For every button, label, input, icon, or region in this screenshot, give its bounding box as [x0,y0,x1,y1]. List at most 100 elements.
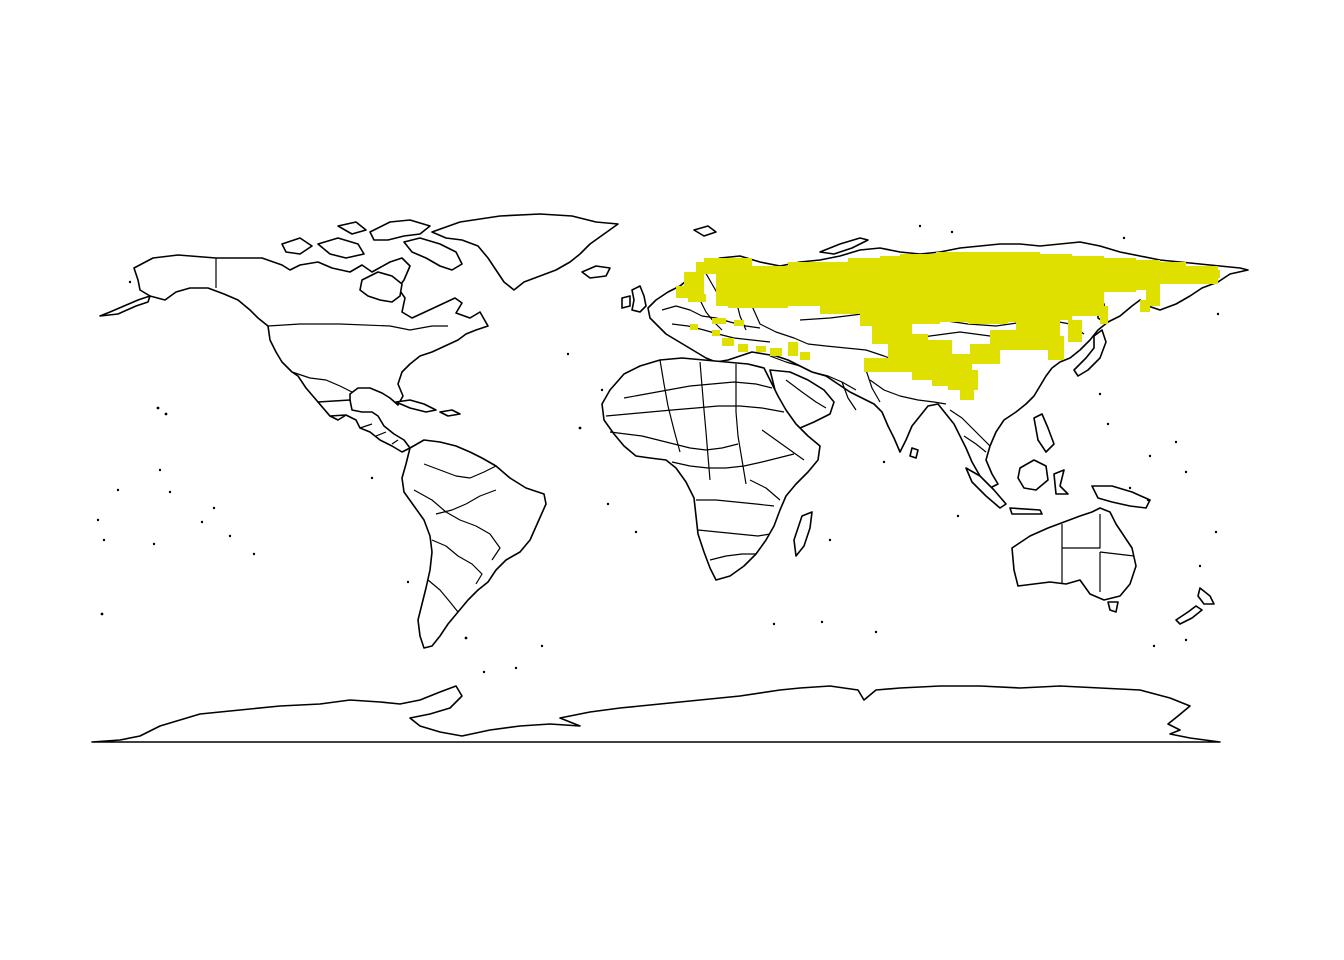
island-novaya-zemlya [819,237,869,255]
island-new-zealand-north [1197,587,1215,605]
island-dot [482,670,486,674]
border-africa-vertical-3 [735,364,747,485]
island-dot [96,518,100,522]
island-cuba [395,399,437,413]
range-cell [712,330,720,336]
border-africa-east [749,429,805,501]
island-dot [156,406,160,410]
island-great-britain [631,285,647,313]
range-cell [990,330,1020,350]
landmass-south-america [401,439,547,649]
hudson-bay [359,271,403,303]
island-dot [514,666,518,670]
island-dot [600,388,604,392]
border-us-mexico [291,371,353,393]
small-islands [96,224,1220,674]
island-new-guinea [1091,485,1151,509]
border-us-canada [267,323,448,331]
island-dot [1148,454,1152,458]
island-dot [772,622,776,626]
landmass-north-america [133,254,489,421]
island-dot [102,538,106,542]
island-dot [164,412,168,416]
border-iran-afghanistan [841,369,881,411]
island-iceland [581,265,611,279]
border-africa-south-3 [709,553,756,561]
island-dot [820,620,824,624]
island-dot [116,488,120,492]
range-cell [960,384,974,400]
border-africa-north [623,381,773,399]
island-hispaniola [439,409,461,417]
island-sri-lanka [909,447,919,459]
island-dot [158,468,162,472]
range-cell [704,258,752,266]
island-svalbard [693,225,717,237]
island-java [1009,507,1043,515]
island-dot [100,612,104,616]
border-australia-qld [1099,551,1135,557]
island-japan [1073,329,1107,377]
landmass-greenland [431,213,619,291]
range-cell [1048,336,1064,360]
range-cell [1068,320,1082,342]
island-philippines [1033,413,1055,453]
range-cell [800,352,810,360]
island-dot [1152,644,1156,648]
island-dot [370,476,374,480]
island-dot [634,530,638,534]
island-dot [1106,422,1110,426]
range-cell [712,318,726,324]
island-dot [1098,392,1102,396]
range-cell [1140,300,1150,312]
island-dot [1174,440,1178,444]
range-cell [756,346,766,352]
border-africa-south [696,499,775,507]
range-cell [770,348,782,356]
range-cell [734,320,744,326]
range-cell [1128,260,1160,290]
border-south-america-5 [427,579,459,613]
island-tasmania [1107,601,1119,613]
island-dot [1128,486,1132,490]
island-ellesmere [369,219,431,241]
island-dot [464,636,468,640]
range-cell [860,296,910,326]
island-dot [406,580,410,584]
border-south-america-1 [423,463,497,479]
island-dot [168,490,172,494]
island-sumatra [965,467,1007,509]
island-borneo [1017,459,1049,491]
island-sulawesi [1053,469,1069,495]
island-victoria [317,237,365,259]
border-africa-central [671,453,795,469]
island-dot [128,280,132,284]
island-dot [212,506,216,510]
island-dot [200,520,204,524]
range-cell [864,358,912,372]
island-madagascar [793,511,813,557]
range-cell [1158,262,1186,284]
island-dot [228,534,232,538]
island-dot [1198,564,1202,568]
island-dot [956,514,960,518]
border-africa-vertical-2 [699,361,711,481]
island-dot [252,552,256,556]
border-south-america-4 [435,489,497,515]
island-dot [1216,312,1220,316]
border-africa-west [609,431,739,451]
range-cell [1206,270,1220,278]
landmass-antarctica [91,685,1221,743]
island-dot [828,538,832,542]
border-south-america-3 [431,539,483,585]
border-australia-nt [1062,514,1101,549]
island-dot [1184,638,1188,642]
border-africa-sahel [605,405,785,417]
island-dot [152,542,156,546]
border-africa-south-2 [697,529,771,537]
alaska-peninsula [99,295,151,317]
range-cell [690,324,698,330]
range-cell [676,286,688,298]
island-ireland [621,295,631,309]
